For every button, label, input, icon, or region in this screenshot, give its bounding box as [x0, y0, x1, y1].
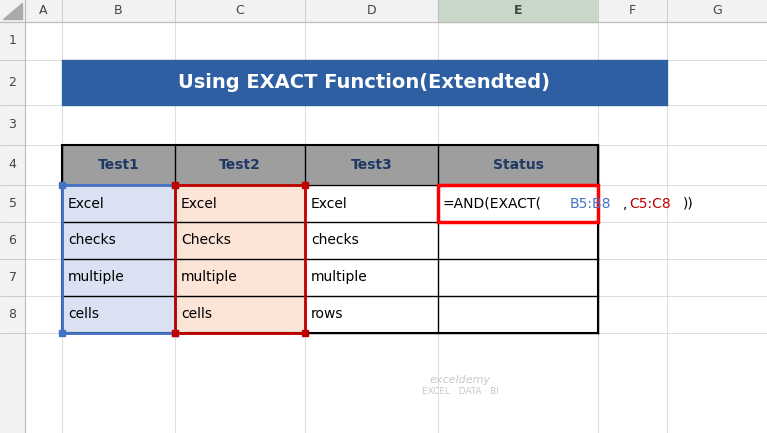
Text: G: G	[712, 4, 722, 17]
Text: =AND(EXACT(: =AND(EXACT(	[442, 197, 541, 210]
Text: exceldemy: exceldemy	[430, 375, 491, 385]
Bar	[172, 182, 178, 188]
Bar	[0, 0, 767, 22]
Bar	[438, 145, 598, 185]
Bar	[305, 145, 438, 185]
Bar	[667, 0, 767, 22]
Polygon shape	[3, 3, 22, 19]
Text: Excel: Excel	[311, 197, 347, 210]
Bar	[175, 145, 305, 185]
Text: rows: rows	[311, 307, 344, 321]
Text: )): ))	[683, 197, 693, 210]
Text: E: E	[514, 4, 522, 17]
Bar	[62, 185, 175, 333]
Bar	[62, 296, 175, 333]
Bar	[302, 330, 308, 336]
Bar	[62, 222, 175, 259]
Text: Using EXACT Function(Extendted): Using EXACT Function(Extendted)	[179, 73, 551, 92]
Bar	[305, 259, 438, 296]
Bar	[305, 222, 438, 259]
Text: 7: 7	[8, 271, 17, 284]
Text: F: F	[629, 4, 636, 17]
Text: 5: 5	[8, 197, 17, 210]
Bar	[438, 185, 598, 222]
Bar	[62, 185, 175, 222]
Bar	[438, 259, 598, 296]
Text: Status: Status	[492, 158, 544, 172]
Text: Excel: Excel	[181, 197, 218, 210]
Text: ,: ,	[624, 197, 627, 210]
Text: 8: 8	[8, 308, 17, 321]
Bar	[0, 22, 25, 433]
Text: 2: 2	[8, 76, 16, 89]
Bar	[305, 185, 438, 222]
Text: 3: 3	[8, 119, 16, 132]
Bar	[438, 296, 598, 333]
Text: multiple: multiple	[181, 271, 238, 284]
Bar	[438, 222, 598, 259]
Text: 6: 6	[8, 234, 16, 247]
Text: C: C	[235, 4, 245, 17]
Bar	[175, 296, 305, 333]
Text: cells: cells	[181, 307, 212, 321]
Bar	[25, 0, 62, 22]
Text: EXCEL · DATA · BI: EXCEL · DATA · BI	[422, 388, 499, 397]
Bar	[59, 182, 65, 188]
Text: A: A	[39, 4, 48, 17]
Text: Test1: Test1	[97, 158, 140, 172]
Bar	[175, 0, 305, 22]
Text: B5:B8: B5:B8	[570, 197, 611, 210]
Bar	[438, 185, 598, 222]
Bar	[62, 145, 175, 185]
Bar	[175, 259, 305, 296]
Bar	[175, 185, 305, 222]
Bar	[172, 330, 178, 336]
Text: C5:C8: C5:C8	[629, 197, 670, 210]
Text: Checks: Checks	[181, 233, 231, 248]
Bar	[172, 182, 178, 188]
Bar	[302, 182, 308, 188]
Bar	[305, 0, 438, 22]
Bar	[175, 222, 305, 259]
Text: B: B	[114, 4, 123, 17]
Bar	[62, 60, 667, 105]
Bar	[62, 259, 175, 296]
Text: cells: cells	[68, 307, 99, 321]
Text: Test2: Test2	[219, 158, 261, 172]
Text: 1: 1	[8, 35, 16, 48]
Bar	[438, 185, 598, 222]
Text: multiple: multiple	[311, 271, 367, 284]
Bar	[59, 330, 65, 336]
Bar	[438, 0, 598, 22]
Text: Excel: Excel	[68, 197, 105, 210]
Text: D: D	[367, 4, 377, 17]
Text: 4: 4	[8, 158, 16, 171]
Bar	[62, 0, 175, 22]
Text: Test3: Test3	[351, 158, 393, 172]
Text: checks: checks	[68, 233, 116, 248]
Bar	[305, 296, 438, 333]
Bar	[172, 330, 178, 336]
Bar	[598, 0, 667, 22]
Text: multiple: multiple	[68, 271, 125, 284]
Text: checks: checks	[311, 233, 359, 248]
Bar	[175, 185, 305, 333]
Bar	[62, 145, 598, 333]
